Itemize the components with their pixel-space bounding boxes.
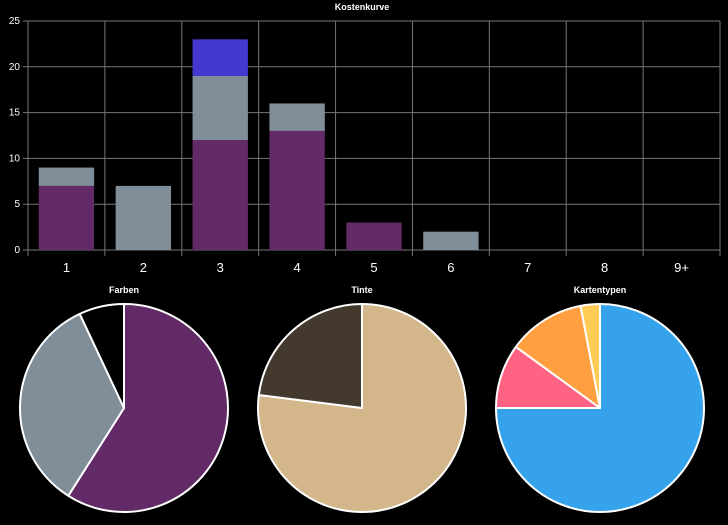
- pie-tinte-title: Tinte: [351, 285, 372, 295]
- y-tick-label: 5: [14, 199, 20, 210]
- pie-slice: [495, 303, 705, 513]
- bar-chart-bars: [38, 39, 479, 250]
- y-tick-label: 0: [14, 245, 20, 256]
- pie-slice: [78, 303, 125, 409]
- x-tick-label: 7: [524, 260, 531, 275]
- y-tick-label: 20: [9, 62, 21, 73]
- x-tick-label: 8: [601, 260, 608, 275]
- pie-slice: [19, 312, 125, 497]
- x-tick-label: 3: [217, 260, 224, 275]
- bar-chart-y-axis: 0 5 10 15 20 25: [9, 16, 21, 256]
- bar-chart-x-axis: 1 2 3 4 5 6 7 8 9+: [63, 260, 689, 275]
- bar-segment: [192, 75, 248, 141]
- bar-segment: [38, 167, 95, 186]
- y-tick-label: 10: [9, 153, 21, 164]
- bar-segment: [269, 130, 325, 250]
- pie-slice: [514, 304, 601, 409]
- bar-segment: [346, 222, 402, 250]
- bar-segment: [192, 39, 248, 76]
- pie-tinte: [257, 303, 467, 513]
- y-tick-label: 15: [9, 108, 21, 119]
- bar-segment: [115, 185, 172, 250]
- pie-farben-title: Farben: [109, 285, 139, 295]
- bar-chart-grid: [23, 20, 721, 256]
- bar-segment: [38, 185, 95, 250]
- bar-segment: [269, 103, 325, 131]
- x-tick-label: 2: [140, 260, 147, 275]
- pie-kartentypen: [495, 303, 705, 513]
- y-tick-label: 25: [9, 16, 21, 27]
- x-tick-label: 4: [293, 260, 300, 275]
- x-tick-label: 5: [370, 260, 377, 275]
- pie-slice: [257, 303, 363, 409]
- pie-farben: [19, 303, 229, 513]
- x-tick-label: 9+: [674, 260, 689, 275]
- pie-kartentypen-title: Kartentypen: [574, 285, 627, 295]
- pie-slice: [579, 303, 601, 409]
- bar-segment: [192, 140, 248, 250]
- x-tick-label: 1: [63, 260, 70, 275]
- bar-segment: [423, 231, 479, 250]
- pie-slice: [67, 303, 229, 513]
- bar-chart-title: Kostenkurve: [335, 2, 390, 12]
- x-tick-label: 6: [447, 260, 454, 275]
